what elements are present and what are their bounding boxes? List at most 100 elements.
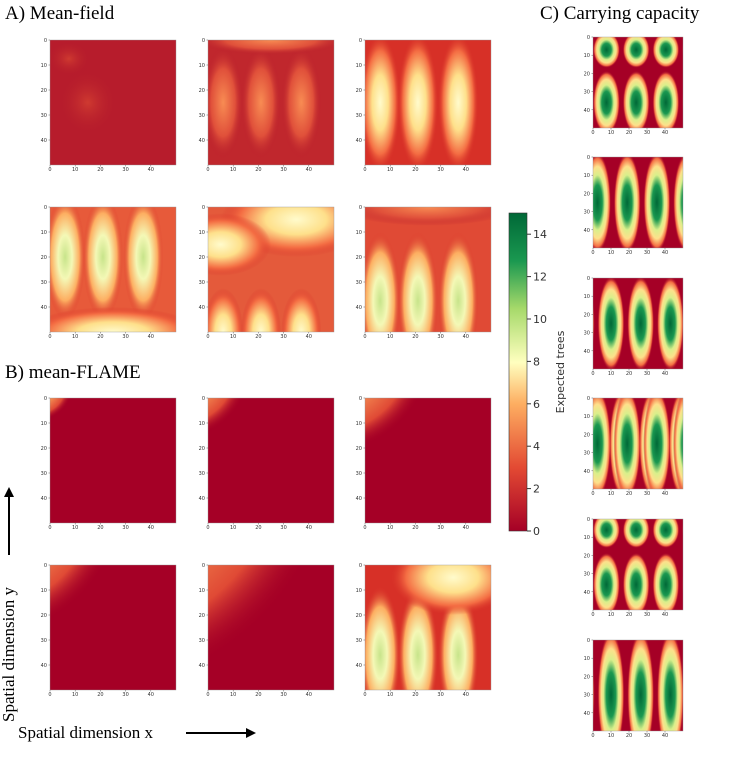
- heatmap-blob: [597, 640, 625, 731]
- heatmap-blob: [622, 37, 650, 68]
- y-tick-label: 20: [584, 71, 590, 77]
- heatmap-blob: [652, 37, 680, 68]
- x-tick-label: 10: [608, 491, 614, 497]
- heatmap-blob: [593, 552, 620, 610]
- y-tick-label: 10: [199, 421, 205, 427]
- x-tick-label: 40: [662, 612, 668, 618]
- heatmap-blob: [622, 519, 650, 549]
- x-tick-label: 20: [97, 334, 103, 340]
- x-tick-label: 40: [463, 334, 469, 340]
- y-tick-label: 30: [199, 280, 205, 286]
- heatmap: [50, 207, 176, 332]
- heatmap-blob: [240, 46, 282, 159]
- heatmap-frame: [207, 564, 335, 691]
- x-tick-label: 0: [206, 525, 209, 531]
- heatmap-blob: [365, 232, 401, 332]
- x-tick-label: 0: [591, 491, 594, 497]
- heatmap-blob: [703, 389, 730, 498]
- heatmap: [208, 207, 334, 332]
- heatmap-blob: [50, 398, 73, 421]
- heatmap-blob: [656, 640, 683, 731]
- y-tick-label: 40: [584, 469, 590, 475]
- y-tick-label: 30: [584, 331, 590, 337]
- y-tick-label: 10: [356, 421, 362, 427]
- x-tick-label: 10: [608, 250, 614, 256]
- heatmap-blob: [50, 307, 176, 332]
- heatmap-blob: [390, 565, 491, 615]
- y-tick-label: 20: [584, 674, 590, 680]
- y-tick-label: 20: [41, 446, 47, 452]
- heatmap-blob: [240, 288, 282, 332]
- x-tick-label: 40: [662, 130, 668, 136]
- x-tick-label: 30: [437, 334, 443, 340]
- y-tick-label: 0: [44, 38, 47, 44]
- x-tick-label: 0: [591, 612, 594, 618]
- heatmap-blob: [687, 631, 714, 758]
- y-tick-label: 40: [584, 349, 590, 355]
- colorbar-tick-label: 12: [533, 271, 547, 284]
- colorbar-tick-label: 8: [533, 355, 540, 368]
- heatmap-blob: [82, 207, 124, 320]
- heatmap-blob: [652, 70, 680, 128]
- y-tick-label: 40: [41, 138, 47, 144]
- y-tick-label: 0: [44, 205, 47, 211]
- x-tick-label: 0: [591, 130, 594, 136]
- heatmap: [593, 631, 714, 758]
- heatmap-blob: [627, 640, 655, 731]
- y-tick-label: 20: [41, 613, 47, 619]
- heatmap-frame: [592, 36, 684, 129]
- heatmap-blob: [50, 565, 122, 637]
- x-tick-label: 20: [97, 167, 103, 173]
- heatmap-blob: [593, 519, 620, 549]
- heatmap-blob: [652, 552, 680, 610]
- x-tick-label: 30: [644, 130, 650, 136]
- heatmap-frame: [207, 397, 335, 524]
- x-tick-label: 40: [148, 334, 154, 340]
- panel-title: C) Carrying capacity: [540, 3, 700, 24]
- axis-label: Spatial dimension x: [18, 723, 154, 742]
- x-tick-label: 20: [255, 525, 261, 531]
- x-tick-label: 10: [387, 525, 393, 531]
- x-tick-label: 40: [662, 371, 668, 377]
- heatmap-blob: [208, 288, 244, 332]
- heatmap: [365, 40, 491, 165]
- x-tick-label: 0: [591, 250, 594, 256]
- y-tick-label: 30: [584, 210, 590, 216]
- colorbar-tick-label: 2: [533, 483, 540, 496]
- y-tick-label: 0: [587, 35, 590, 41]
- y-tick-label: 0: [359, 396, 362, 402]
- y-tick-label: 30: [356, 471, 362, 477]
- heatmap-blob: [613, 398, 641, 489]
- x-tick-label: 20: [412, 167, 418, 173]
- y-tick-label: 0: [44, 563, 47, 569]
- x-tick-label: 10: [608, 371, 614, 377]
- heatmap-frame: [364, 39, 492, 166]
- heatmap-blob: [593, 70, 620, 128]
- heatmap-blob: [656, 278, 683, 369]
- x-tick-label: 40: [463, 692, 469, 698]
- colorbar-tick-label: 0: [533, 525, 540, 538]
- panel-title: B) mean-FLAME: [5, 362, 141, 383]
- heatmap-blob: [682, 573, 683, 596]
- x-tick-label: 30: [122, 334, 128, 340]
- heatmap-blob: [682, 523, 683, 537]
- heatmap-blob: [365, 207, 491, 226]
- x-tick-label: 20: [626, 733, 632, 739]
- x-tick-label: 40: [306, 525, 312, 531]
- x-tick-label: 10: [230, 525, 236, 531]
- y-tick-label: 30: [356, 113, 362, 119]
- x-tick-label: 20: [412, 692, 418, 698]
- y-tick-label: 40: [199, 663, 205, 669]
- heatmap-frame: [49, 39, 177, 166]
- y-tick-label: 40: [584, 590, 590, 596]
- x-tick-label: 10: [72, 525, 78, 531]
- colorbar-label: Expected trees: [554, 330, 567, 413]
- x-tick-label: 0: [591, 371, 594, 377]
- x-tick-label: 10: [230, 692, 236, 698]
- heatmap-frame: [49, 564, 177, 691]
- y-tick-label: 30: [199, 471, 205, 477]
- heatmap-blob: [397, 232, 439, 332]
- y-tick-label: 40: [584, 711, 590, 717]
- heatmap-blob: [123, 207, 164, 320]
